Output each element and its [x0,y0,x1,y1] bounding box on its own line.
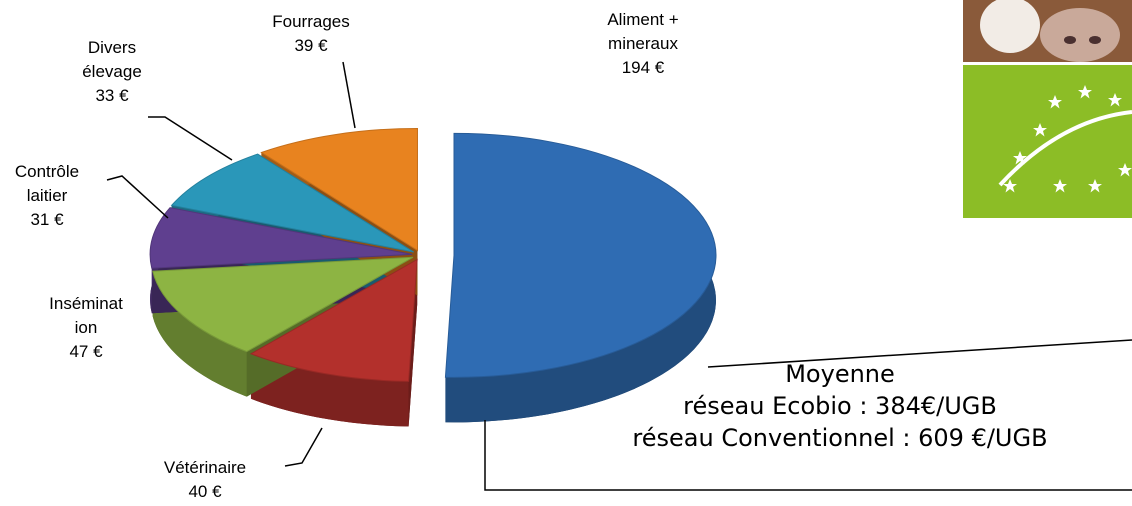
category-label: Fourrages [256,10,366,34]
annotation: Moyenne réseau Ecobio : 384€/UGB réseau … [540,358,1132,454]
category-label: Divers élevage [74,36,150,84]
category-label: Vétérinaire [150,456,260,480]
category-label: Contrôle laitier [8,160,86,208]
value-label: 194 € [583,56,703,80]
value-label: 40 € [150,480,260,504]
page: {"chart_data": {"type": "pie", "categori… [0,0,1132,506]
cow-photo [963,0,1132,62]
value-label: 39 € [256,34,366,58]
value-label: 47 € [48,340,124,364]
organic-logo [963,65,1132,218]
category-label: Insémination [48,292,124,340]
leader-line [148,117,232,160]
annotation-line: réseau Ecobio : 384€/UGB [540,390,1132,422]
leader-line [285,428,322,466]
annotation-line: réseau Conventionnel : 609 €/UGB [540,422,1132,454]
category-label: Aliment + mineraux [583,8,703,56]
value-label: 31 € [8,208,86,232]
annotation-line: Moyenne [540,358,1132,390]
leader-line [343,62,355,128]
leader-line [107,176,168,218]
value-label: 33 € [74,84,150,108]
